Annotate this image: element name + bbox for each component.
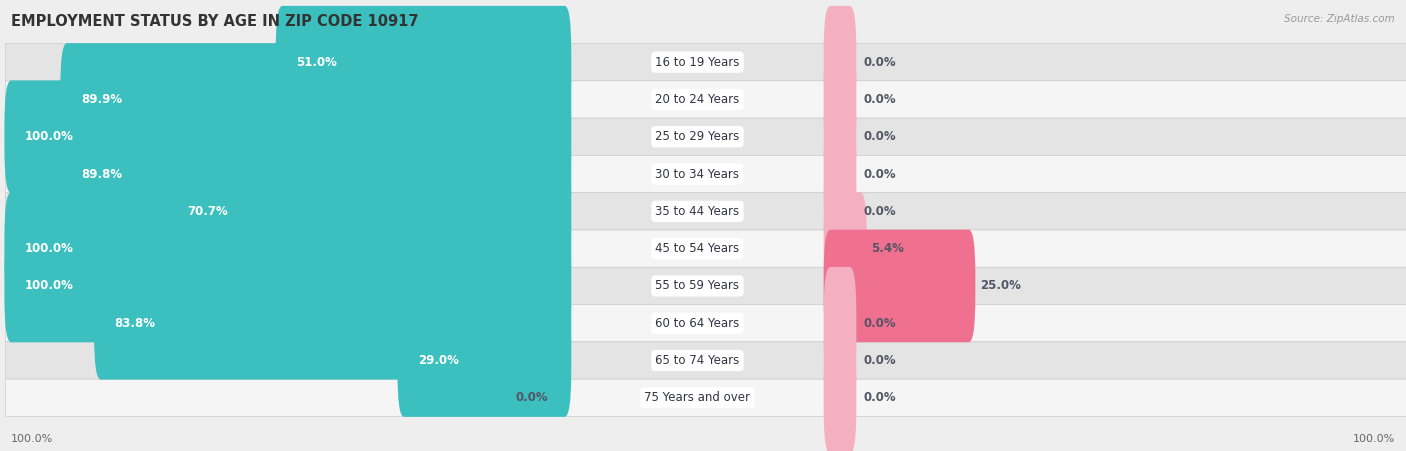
FancyBboxPatch shape [824,304,856,417]
Text: Source: ZipAtlas.com: Source: ZipAtlas.com [1284,14,1395,23]
Text: 16 to 19 Years: 16 to 19 Years [655,55,740,69]
Text: 20 to 24 Years: 20 to 24 Years [655,93,740,106]
FancyBboxPatch shape [824,80,856,193]
Text: 25 to 29 Years: 25 to 29 Years [655,130,740,143]
FancyBboxPatch shape [824,192,868,305]
Text: 100.0%: 100.0% [25,242,73,255]
Text: 35 to 44 Years: 35 to 44 Years [655,205,740,218]
Text: 30 to 34 Years: 30 to 34 Years [655,168,740,180]
Text: 0.0%: 0.0% [863,55,896,69]
FancyBboxPatch shape [6,193,1406,230]
FancyBboxPatch shape [167,155,571,268]
FancyBboxPatch shape [6,44,1406,81]
FancyBboxPatch shape [60,118,571,230]
Text: 0.0%: 0.0% [863,354,896,367]
FancyBboxPatch shape [6,342,1406,379]
FancyBboxPatch shape [824,267,856,380]
FancyBboxPatch shape [94,267,571,380]
Text: 0.0%: 0.0% [863,317,896,330]
Text: 100.0%: 100.0% [25,130,73,143]
Text: 83.8%: 83.8% [114,317,156,330]
Text: 0.0%: 0.0% [516,391,548,405]
FancyBboxPatch shape [824,6,856,119]
FancyBboxPatch shape [6,118,1406,156]
Text: 0.0%: 0.0% [863,130,896,143]
FancyBboxPatch shape [60,43,571,156]
Text: 0.0%: 0.0% [863,93,896,106]
Text: 65 to 74 Years: 65 to 74 Years [655,354,740,367]
FancyBboxPatch shape [6,304,1406,342]
Text: 60 to 64 Years: 60 to 64 Years [655,317,740,330]
FancyBboxPatch shape [276,6,571,119]
Text: EMPLOYMENT STATUS BY AGE IN ZIP CODE 10917: EMPLOYMENT STATUS BY AGE IN ZIP CODE 109… [11,14,419,28]
FancyBboxPatch shape [824,118,856,230]
FancyBboxPatch shape [824,341,856,451]
Text: 29.0%: 29.0% [418,354,458,367]
Text: 100.0%: 100.0% [1353,434,1395,444]
FancyBboxPatch shape [4,80,571,193]
FancyBboxPatch shape [824,43,856,156]
Text: 5.4%: 5.4% [872,242,904,255]
Text: 0.0%: 0.0% [863,205,896,218]
Text: 89.8%: 89.8% [82,168,122,180]
Text: 100.0%: 100.0% [11,434,53,444]
FancyBboxPatch shape [6,156,1406,193]
Text: 51.0%: 51.0% [297,55,337,69]
Text: 100.0%: 100.0% [25,280,73,292]
Text: 89.9%: 89.9% [80,93,122,106]
FancyBboxPatch shape [6,230,1406,267]
FancyBboxPatch shape [824,230,976,342]
FancyBboxPatch shape [4,192,571,305]
Text: 25.0%: 25.0% [980,280,1021,292]
FancyBboxPatch shape [4,230,571,342]
Text: 55 to 59 Years: 55 to 59 Years [655,280,740,292]
FancyBboxPatch shape [6,81,1406,118]
Text: 70.7%: 70.7% [187,205,228,218]
FancyBboxPatch shape [398,304,571,417]
Text: 0.0%: 0.0% [863,391,896,405]
FancyBboxPatch shape [824,155,856,268]
FancyBboxPatch shape [6,267,1406,304]
Text: 0.0%: 0.0% [863,168,896,180]
Text: 45 to 54 Years: 45 to 54 Years [655,242,740,255]
Text: 75 Years and over: 75 Years and over [644,391,751,405]
FancyBboxPatch shape [6,379,1406,416]
